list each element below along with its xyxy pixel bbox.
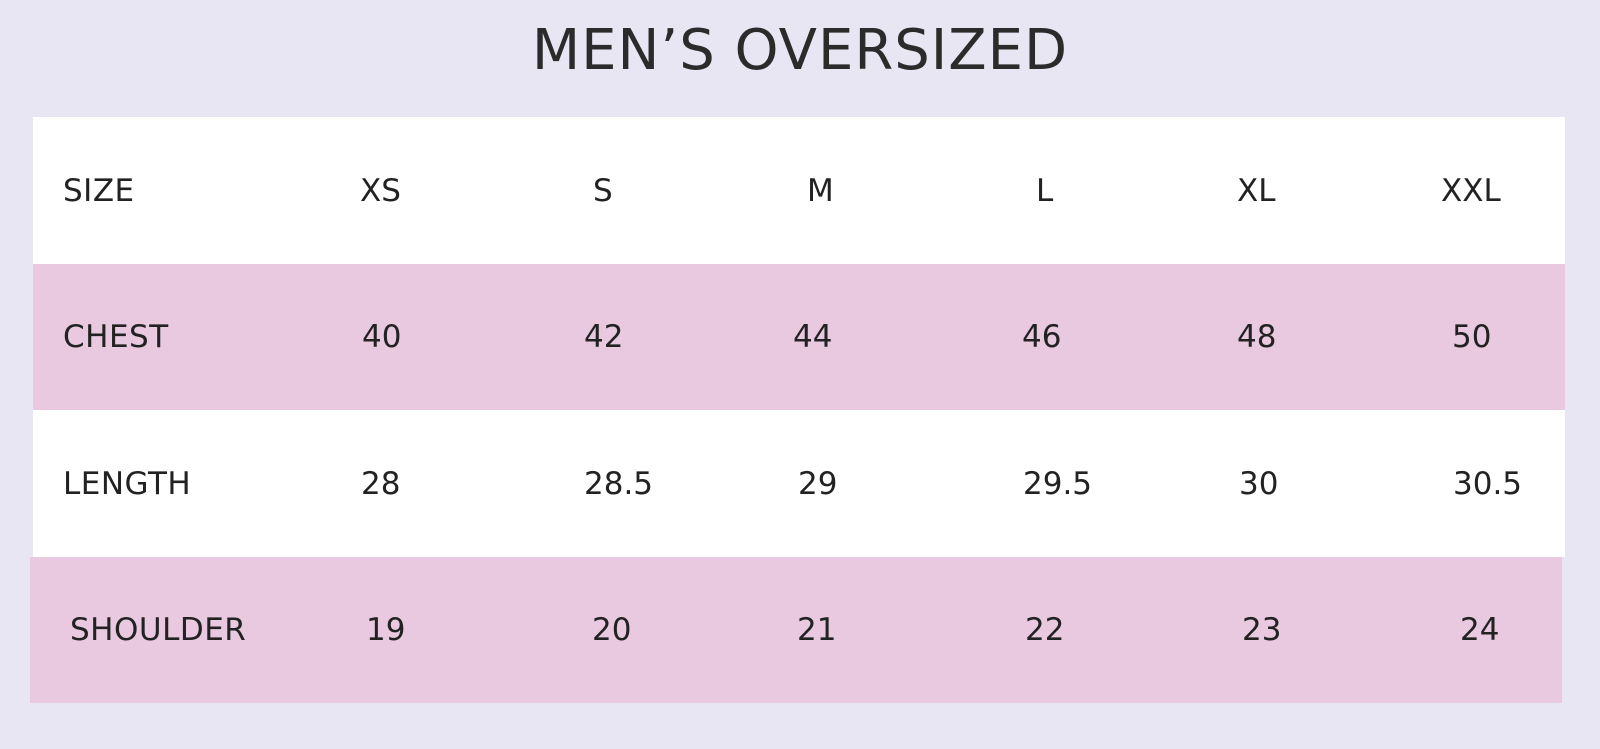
table-row-length: LENGTH 28 28.5 29 29.5 30 30.5 [33, 410, 1565, 557]
table-cell: 21 [797, 612, 837, 648]
header-row: SIZE XS S M L XL XXL [33, 117, 1565, 264]
row-label: LENGTH [63, 465, 192, 502]
table-cell: 46 [1022, 319, 1062, 355]
size-xl: XL [1237, 172, 1276, 209]
size-chart-table: SIZE XS S M L XL XXL CHEST 40 42 44 46 4… [30, 117, 1565, 705]
table-cell: 28 [361, 465, 401, 502]
table-cell: 19 [366, 612, 406, 648]
table-row-shoulder: SHOULDER 19 20 21 22 23 24 [30, 557, 1562, 703]
row-label: SHOULDER [70, 612, 247, 648]
table-cell: 24 [1460, 612, 1500, 648]
table-cell: 29.5 [1023, 465, 1093, 502]
table-cell: 42 [584, 319, 624, 355]
table-cell: 29 [798, 465, 838, 502]
row-label: CHEST [63, 319, 169, 355]
table-cell: 20 [592, 612, 632, 648]
size-xxl: XXL [1441, 172, 1501, 209]
page-title: MEN’S OVERSIZED [531, 18, 1069, 83]
size-l: L [1036, 172, 1054, 209]
table-cell: 50 [1452, 319, 1492, 355]
table-cell: 28.5 [584, 465, 654, 502]
table-cell: 22 [1025, 612, 1065, 648]
table-cell: 23 [1242, 612, 1282, 648]
size-xs: XS [360, 172, 401, 209]
size-s: S [593, 172, 613, 209]
table-cell: 30.5 [1453, 465, 1523, 502]
table-row-chest: CHEST 40 42 44 46 48 50 [33, 264, 1565, 410]
table-cell: 30 [1239, 465, 1279, 502]
header-label: SIZE [63, 172, 135, 209]
size-m: M [807, 172, 834, 209]
table-cell: 44 [793, 319, 833, 355]
table-cell: 40 [362, 319, 402, 355]
table-cell: 48 [1237, 319, 1277, 355]
